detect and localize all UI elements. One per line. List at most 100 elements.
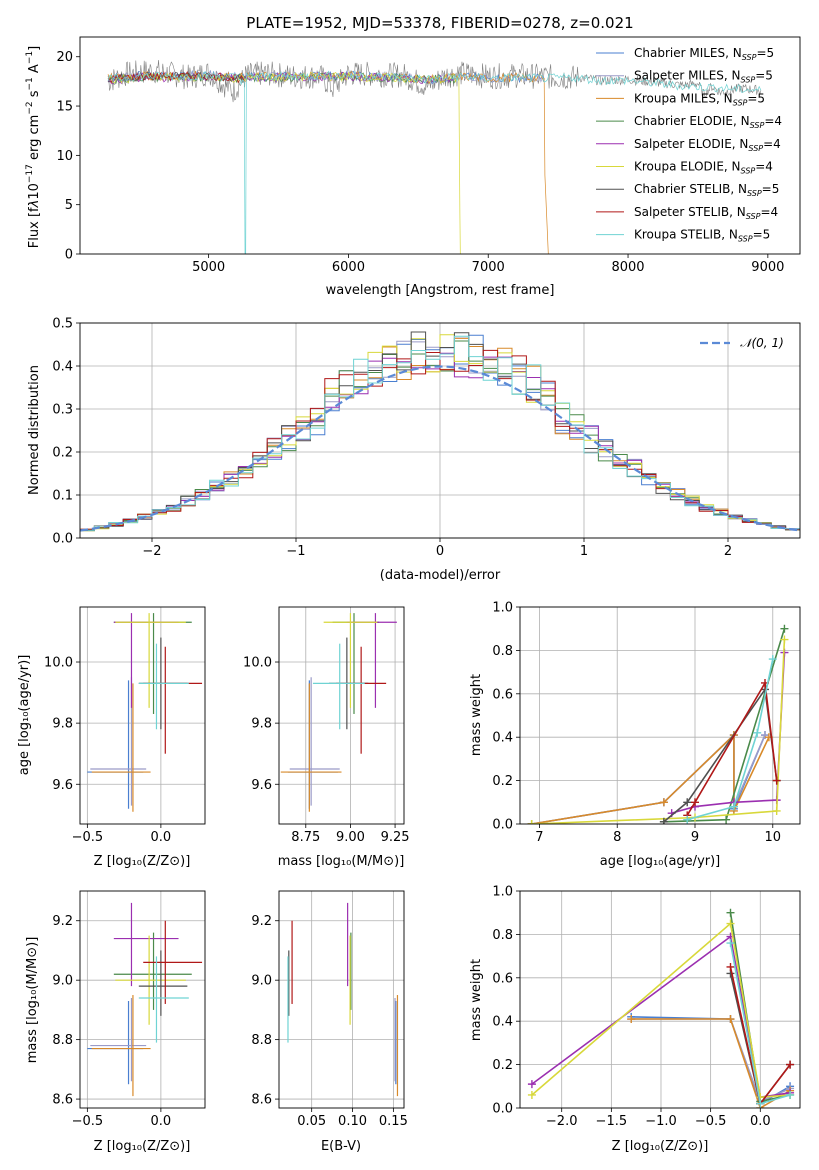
age-vs-Z-panel: −0.5 0.0 9.6 9.8 10.0: [44, 606, 206, 845]
axes-frame: [79, 606, 206, 825]
x-tick-label: −2.0: [546, 1114, 578, 1129]
x-tick-label: 0: [436, 544, 444, 559]
y-tick-label: 0.0: [52, 532, 73, 547]
mass-weight-line: [663, 628, 786, 823]
axes-frame: [278, 890, 405, 1109]
x-tick-label: 0.10: [338, 1114, 367, 1129]
x-tick-label: 0.05: [297, 1114, 326, 1129]
age-vs-mass-xlabel: mass [log₁₀(M/M⊙)]: [278, 854, 405, 869]
y-tick-label: 9.0: [251, 974, 272, 989]
mass-weight-marker: [772, 806, 781, 815]
spectrum-legend: Chabrier MILES, NSSP=5 Salpeter MILES, NS…: [596, 46, 782, 244]
x-tick-label: −0.5: [72, 830, 104, 845]
residuals-panel: −2 −1 0 1 2 0.0 0.1 0.2 0.3 0.4 0.5 𝒩(0, 1): [52, 317, 801, 559]
age-vs-Z-ylabel: age [log₁₀(age/yr)]: [17, 655, 32, 776]
mass-weight-line: [531, 935, 791, 1099]
plot-area: [80, 331, 800, 532]
mass-weight-marker: [683, 815, 692, 824]
y-tick-label: 0.4: [492, 731, 513, 746]
mass-weight-line: [686, 658, 774, 821]
mass-vs-EBV-xlabel: E(B-V): [321, 1139, 361, 1154]
normal-reference-curve: [80, 365, 800, 532]
y-tick-label: 0.8: [492, 644, 513, 659]
mass-weight-marker: [726, 1015, 735, 1024]
plot-area: [287, 902, 399, 1097]
mass-weight-marker: [722, 815, 731, 824]
mass-weight-marker: [780, 624, 789, 633]
mass-weight-line: [686, 680, 778, 816]
mass-weight-marker: [756, 1099, 765, 1108]
legend-label: Chabrier STELIB, NSSP=5: [634, 182, 779, 198]
plot-area: [87, 613, 203, 812]
y-tick-label: 5: [65, 198, 73, 213]
age-vs-Z-xlabel: Z [log₁₀(Z/Z⊙)]: [94, 854, 191, 869]
y-tick-label: 8.6: [251, 1093, 272, 1108]
x-tick-label: 0.0: [151, 1114, 172, 1129]
mass-weight-marker: [683, 798, 692, 807]
y-tick-label: 0.0: [492, 818, 513, 833]
legend-label: Kroupa STELIB, NSSP=5: [634, 228, 770, 244]
mass-weight-marker: [726, 962, 735, 971]
x-tick-label: 10: [765, 830, 782, 845]
histogram-step-series: [80, 335, 800, 531]
axes-frame: [519, 606, 801, 825]
legend-label: Chabrier ELODIE, NSSP=4: [634, 114, 782, 130]
axes-frame: [79, 36, 801, 255]
x-tick-label: −1.5: [596, 1114, 628, 1129]
mass-weight-marker: [726, 908, 735, 917]
x-tick-label: 8: [613, 830, 621, 845]
x-tick-label: −2: [142, 544, 161, 559]
y-tick-label: 1.0: [492, 601, 513, 616]
mass-weight-marker: [780, 635, 789, 644]
y-tick-label: 0.2: [492, 1058, 513, 1073]
y-tick-label: 0.8: [492, 928, 513, 943]
x-tick-label: 6000: [332, 260, 365, 275]
x-tick-label: 7: [535, 830, 543, 845]
y-tick-label: 9.8: [251, 717, 272, 732]
weight-vs-age-ylabel: mass weight: [469, 674, 484, 756]
mass-weight-line: [671, 652, 786, 814]
y-tick-label: 0.6: [492, 971, 513, 986]
y-tick-label: 10.0: [44, 656, 73, 671]
weight-vs-Z-xlabel: Z [log₁₀(Z/Z⊙)]: [612, 1139, 709, 1154]
legend-label: Chabrier MILES, NSSP=5: [634, 46, 774, 62]
mass-weight-marker: [691, 798, 699, 807]
x-tick-label: −0.5: [72, 1114, 104, 1129]
spectrum-xlabel: wavelength [Angstrom, rest frame]: [326, 283, 555, 298]
residuals-legend: 𝒩(0, 1): [700, 336, 784, 350]
mass-vs-EBV-panel: 0.05 0.10 0.15 8.6 8.8 9.0 9.2: [251, 890, 408, 1129]
y-tick-label: 9.6: [52, 778, 73, 793]
mass-weight-marker: [659, 817, 668, 824]
spectrum-panel: 5000 6000 7000 8000 9000 0 5 10 15 20 Chabrier MIL…: [56, 36, 801, 275]
x-tick-label: 0.0: [151, 830, 172, 845]
mass-vs-Z-ylabel: mass [log₁₀(M/M⊙)]: [25, 937, 40, 1064]
y-tick-label: 0.4: [52, 360, 73, 375]
y-tick-label: 1.0: [492, 885, 513, 900]
x-tick-label: 9.00: [336, 830, 365, 845]
y-tick-label: 9.6: [251, 778, 272, 793]
x-tick-label: 0.0: [750, 1114, 771, 1129]
mass-weight-marker: [729, 802, 738, 811]
x-tick-label: −1.0: [645, 1114, 677, 1129]
y-tick-label: 9.2: [52, 914, 73, 929]
x-tick-label: 9.25: [381, 830, 410, 845]
x-tick-label: 0.15: [379, 1114, 408, 1129]
axes-frame: [79, 890, 206, 1109]
weight-vs-Z-panel: −2.0 −1.5 −1.0 −0.5 0.0 0.0 0.2 0.4 0.6 0.8 1.0: [492, 885, 801, 1129]
weight-vs-age-xlabel: age [log₁₀(age/yr)]: [600, 854, 721, 869]
spectrum-line-kroupa-elodie: [107, 71, 461, 254]
mass-weight-line: [531, 921, 791, 1099]
x-tick-label: 5000: [192, 260, 225, 275]
x-tick-label: 8000: [611, 260, 644, 275]
legend-label: Kroupa MILES, NSSP=5: [634, 91, 765, 107]
y-tick-label: 0.6: [492, 687, 513, 702]
y-tick-label: 0: [65, 248, 73, 263]
mass-weight-marker: [527, 820, 536, 824]
y-tick-label: 9.2: [251, 914, 272, 929]
y-tick-label: 9.0: [52, 974, 73, 989]
plot-area: [280, 613, 397, 812]
x-tick-label: 9: [691, 830, 699, 845]
mass-weight-marker: [627, 1015, 636, 1024]
y-tick-label: 0.2: [52, 446, 73, 461]
